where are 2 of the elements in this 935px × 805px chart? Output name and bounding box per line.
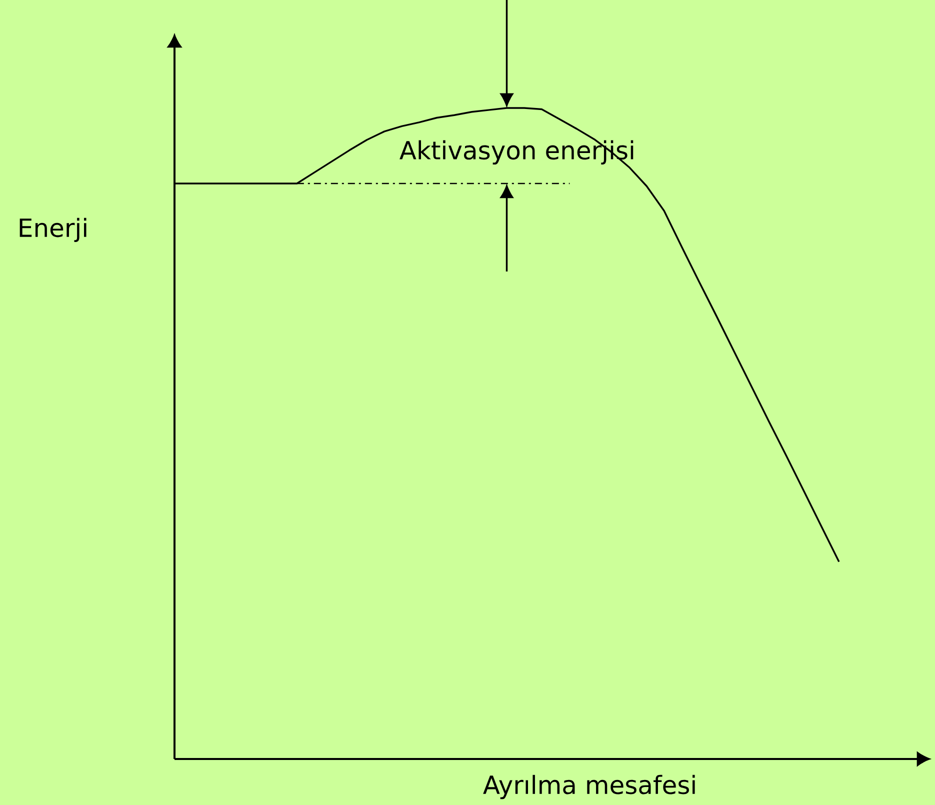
y-axis-title: Enerji — [20, 218, 86, 242]
x-axis-title: Ayrılma mesafesi — [483, 774, 695, 800]
